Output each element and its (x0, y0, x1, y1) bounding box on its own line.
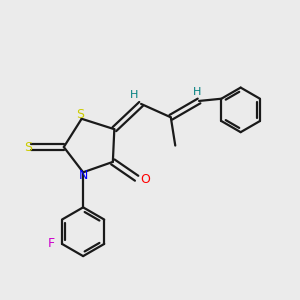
Text: H: H (130, 90, 138, 100)
Text: F: F (48, 237, 55, 250)
Text: S: S (76, 108, 84, 121)
Text: H: H (194, 87, 202, 97)
Text: S: S (24, 140, 32, 154)
Text: N: N (78, 169, 88, 182)
Text: O: O (141, 173, 151, 186)
